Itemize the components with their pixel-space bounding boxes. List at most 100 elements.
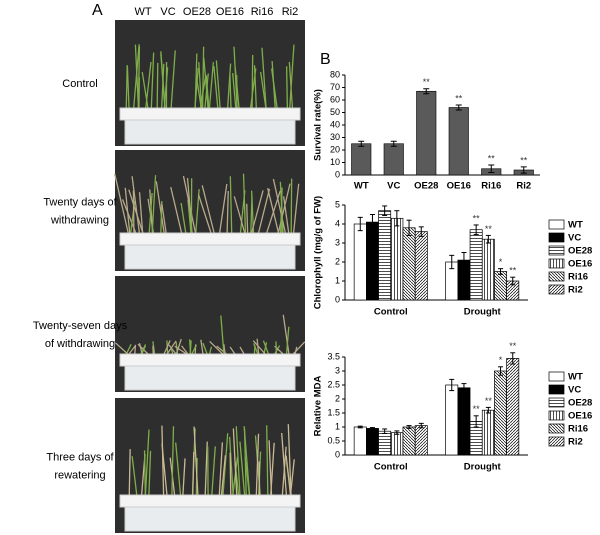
row-label: withdrawing: [50, 214, 109, 226]
plant: [162, 340, 171, 357]
row-label: Three days of: [46, 451, 114, 463]
legend-swatch: [548, 423, 565, 434]
plant: [192, 451, 195, 498]
panel-label: A: [92, 2, 103, 19]
y-tick-label: 80: [330, 69, 340, 79]
plant: [285, 66, 289, 111]
plant: [250, 190, 264, 236]
bar: [390, 432, 404, 456]
bar: [383, 143, 404, 176]
significance: **: [520, 155, 528, 165]
significance: **: [485, 396, 493, 406]
pot: [124, 244, 296, 270]
genotype-label: VC: [160, 6, 175, 18]
significance: **: [509, 266, 517, 276]
legend-swatch: [548, 284, 565, 295]
plant: [226, 63, 232, 111]
plant: [134, 44, 140, 111]
y-tick-label: 0: [335, 294, 340, 304]
legend-label: OE16: [568, 259, 592, 270]
plant: [220, 455, 227, 498]
row-label: Control: [62, 78, 97, 90]
plant: [235, 426, 241, 498]
significance: **: [509, 341, 517, 351]
plant: [148, 192, 153, 236]
plant: [282, 314, 290, 357]
row-label: rewatering: [54, 469, 105, 481]
plant: [131, 456, 138, 498]
legend-label: VC: [568, 233, 581, 244]
bar: [506, 358, 520, 456]
y-tick-label: 40: [330, 119, 340, 129]
plant: [161, 203, 168, 236]
plant: [215, 60, 221, 111]
plant: [144, 429, 150, 498]
plant: [256, 338, 260, 357]
plant: [155, 181, 166, 236]
legend-label: OE16: [568, 411, 592, 422]
legend-swatch: [548, 371, 565, 382]
plant: [141, 71, 149, 111]
plant: [228, 436, 234, 498]
y-tick-label: 2: [335, 393, 340, 403]
plant: [229, 452, 232, 498]
bar: [378, 430, 392, 456]
x-tick-label: Ri2: [516, 181, 531, 192]
plant: [233, 46, 238, 111]
plant: [131, 176, 141, 236]
significance: **: [485, 224, 493, 234]
significance: **: [455, 93, 463, 103]
legend-label: VC: [568, 385, 581, 396]
row-label: Twenty days of: [43, 196, 117, 208]
x-tick-label: Control: [374, 462, 408, 473]
plant: [218, 183, 228, 236]
row-label: of withdrawing: [45, 338, 115, 350]
legend-swatch: [548, 410, 565, 421]
plant: [193, 426, 199, 498]
plant: [175, 338, 182, 357]
plant: [201, 46, 205, 111]
legend-swatch: [548, 258, 565, 269]
y-tick-label: 60: [330, 94, 340, 104]
plant: [114, 173, 130, 236]
plant: [125, 65, 128, 111]
legend-swatch: [548, 397, 565, 408]
plant: [232, 428, 238, 498]
plant: [239, 441, 246, 498]
plant: [189, 340, 192, 357]
plant: [171, 426, 175, 498]
significance: **: [423, 77, 431, 87]
legend-swatch: [548, 271, 565, 282]
significance: **: [488, 153, 496, 163]
pot: [119, 353, 301, 367]
pot: [124, 119, 296, 145]
legend-label: Ri16: [568, 272, 588, 283]
plant: [287, 424, 292, 498]
plant: [182, 175, 197, 236]
plant: [128, 449, 131, 498]
plant: [182, 458, 186, 498]
y-tick-label: 2: [335, 256, 340, 266]
bar: [414, 231, 428, 301]
legend-label: WT: [568, 220, 583, 231]
plant: [292, 183, 300, 236]
plant: [138, 192, 144, 236]
y-tick-label: 50: [330, 107, 340, 117]
y-tick-label: 5: [335, 199, 340, 209]
y-tick-label: 2.5: [327, 379, 340, 389]
genotype-label: WT: [134, 6, 151, 18]
plant: [266, 425, 269, 498]
plant: [257, 188, 271, 236]
y-tick-label: 1.5: [327, 407, 340, 417]
plant: [271, 68, 279, 111]
x-tick-label: Ri16: [481, 181, 501, 192]
bar: [448, 107, 469, 176]
bar: [416, 90, 437, 176]
y-tick-label: 0.5: [327, 435, 340, 445]
plant: [124, 187, 131, 236]
y-axis-label: Chlorophyll (mg/g of FW): [313, 196, 324, 309]
significance: *: [499, 355, 503, 365]
plant: [156, 62, 159, 111]
plant: [272, 178, 287, 236]
